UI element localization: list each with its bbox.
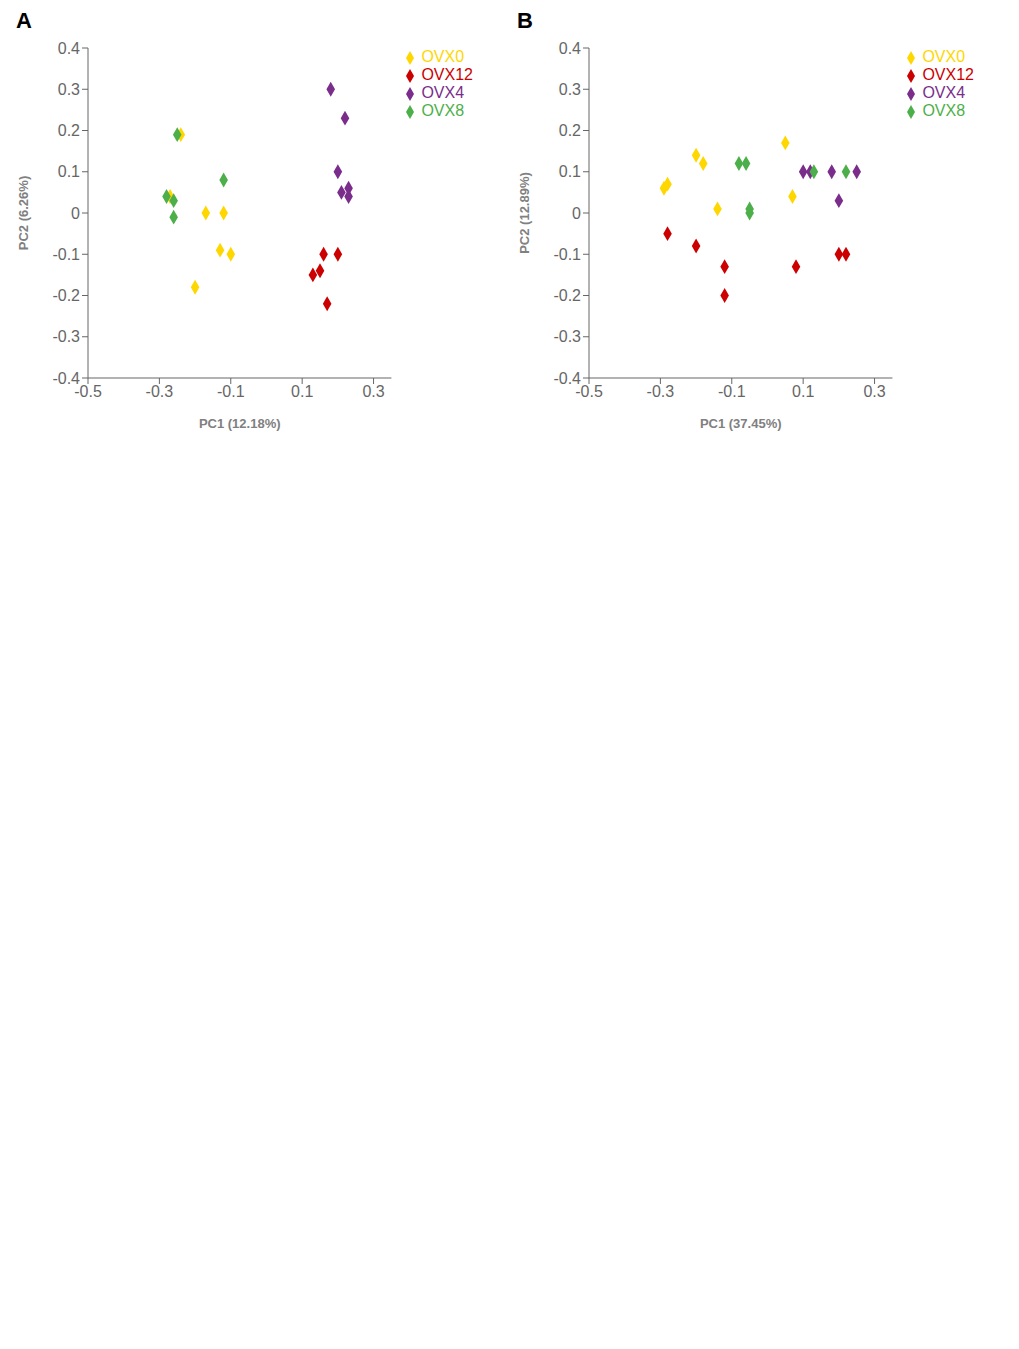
html-text:OVX12: OVX12 (421, 66, 473, 83)
svg-text:0.1: 0.1 (559, 163, 581, 180)
svg-text:-0.1: -0.1 (718, 383, 746, 400)
html-text:OVX0: OVX0 (922, 48, 966, 65)
svg-text:-0.2: -0.2 (553, 287, 581, 304)
svg-text:0.4: 0.4 (559, 40, 581, 57)
svg-text:-0.5: -0.5 (74, 383, 102, 401)
svg-text:-0.5: -0.5 (575, 383, 603, 401)
svg-text:-0.1: -0.1 (217, 383, 245, 400)
svg-text:-0.1: -0.1 (52, 246, 80, 263)
svg-text:PC1 (12.18%): PC1 (12.18%) (199, 416, 281, 431)
svg-text:0.3: 0.3 (863, 383, 885, 400)
svg-text:0.3: 0.3 (559, 81, 581, 98)
svg-text:-0.4: -0.4 (52, 370, 80, 387)
svg-text:0: 0 (572, 205, 581, 222)
svg-text:-0.3: -0.3 (146, 383, 174, 400)
svg-text:0.2: 0.2 (559, 122, 581, 139)
svg-text:PC2 (12.89%): PC2 (12.89%) (517, 172, 532, 254)
svg-text:PC1 (37.45%): PC1 (37.45%) (700, 416, 782, 431)
html-text:OVX4: OVX4 (922, 84, 966, 101)
svg-text:-0.1: -0.1 (553, 246, 581, 263)
html-text:OVX0: OVX0 (421, 48, 465, 65)
html-text:A: A (16, 8, 32, 33)
svg-text:-0.2: -0.2 (52, 287, 80, 304)
svg-text:0.3: 0.3 (58, 81, 80, 98)
svg-text:0.1: 0.1 (792, 383, 814, 400)
svg-text:0.2: 0.2 (58, 122, 80, 139)
svg-text:0.4: 0.4 (58, 40, 80, 57)
html-text:B: B (517, 8, 533, 33)
html-text:OVX12: OVX12 (922, 66, 974, 83)
svg-text:0.3: 0.3 (362, 383, 384, 400)
svg-text:-0.3: -0.3 (52, 328, 80, 345)
svg-text:0.1: 0.1 (291, 383, 313, 400)
svg-text:PC2 (6.26%): PC2 (6.26%) (16, 176, 31, 250)
html-text:OVX8: OVX8 (421, 102, 465, 119)
svg-text:-0.3: -0.3 (647, 383, 675, 400)
svg-text:0.1: 0.1 (58, 163, 80, 180)
svg-text:-0.3: -0.3 (553, 328, 581, 345)
svg-text:-0.4: -0.4 (553, 370, 581, 387)
html-text:OVX8: OVX8 (922, 102, 966, 119)
html-text:OVX4: OVX4 (421, 84, 465, 101)
svg-text:0: 0 (71, 205, 80, 222)
